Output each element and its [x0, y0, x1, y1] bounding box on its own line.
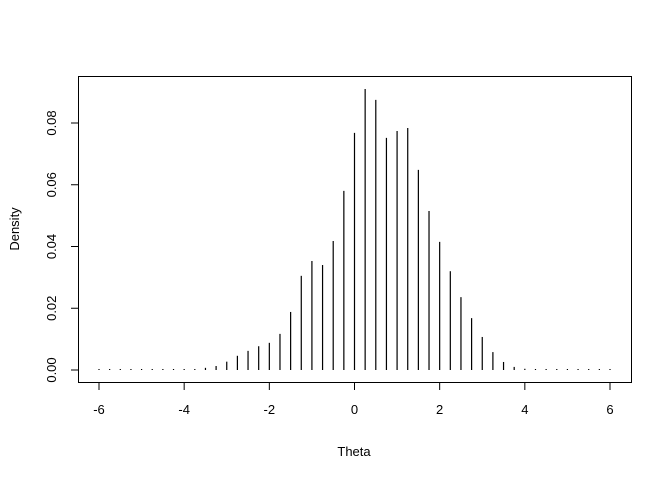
y-tick-label: 0.00: [44, 357, 59, 382]
x-tick-label: -4: [178, 402, 190, 417]
x-axis: -6 -4 -2 0 2 4 6: [93, 382, 614, 417]
x-tick-label: -6: [93, 402, 105, 417]
y-tick-label: 0.08: [44, 110, 59, 135]
x-axis-label: Theta: [337, 444, 371, 459]
y-tick-label: 0.04: [44, 234, 59, 259]
x-tick-label: 0: [351, 402, 358, 417]
y-tick-label: 0.02: [44, 296, 59, 321]
x-tick-label: 2: [436, 402, 443, 417]
x-tick-label: -2: [264, 402, 276, 417]
y-axis-label: Density: [7, 207, 22, 251]
y-axis: 0.00 0.02 0.04 0.06 0.08: [44, 110, 79, 383]
x-tick-label: 4: [521, 402, 528, 417]
bars: [98, 89, 611, 370]
y-tick-label: 0.06: [44, 172, 59, 197]
x-tick-label: 6: [606, 402, 613, 417]
